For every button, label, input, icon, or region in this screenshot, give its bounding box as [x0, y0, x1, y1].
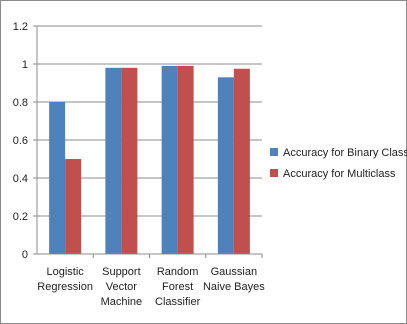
y-tick-label: 0.8 [13, 97, 28, 109]
bar [217, 77, 234, 254]
x-category-label: Classifier [155, 296, 201, 308]
y-tick-label: 0.6 [13, 135, 28, 147]
bar [161, 65, 178, 255]
axes: 0 0.2 0.4 0.6 0.8 1 1.2 Logistic Regression Suppo… [13, 21, 266, 308]
legend: Accuracy for Binary Class Accuracy for Mu… [270, 147, 407, 180]
y-tick-label: 1.2 [13, 21, 28, 33]
x-category-label: Regression [37, 281, 93, 293]
x-category-label: Support [102, 266, 141, 278]
legend-swatch [270, 148, 278, 156]
x-category-label: Forest [162, 281, 193, 293]
x-category-label: Random [157, 266, 199, 278]
bar [105, 67, 122, 254]
y-tick-label: 0.2 [13, 211, 28, 223]
x-category-label: Logistic [46, 266, 84, 278]
bar [49, 102, 66, 254]
x-category-label: Gaussian [211, 266, 257, 278]
bar [177, 65, 194, 255]
bars [49, 65, 250, 255]
x-category-label: Machine [101, 296, 143, 308]
y-tick-label: 0 [22, 249, 28, 261]
y-tick-label: 0.4 [13, 173, 28, 185]
legend-swatch [270, 169, 278, 177]
legend-label: Accuracy for Binary Class [283, 147, 407, 159]
bar [121, 67, 138, 254]
y-tick-label: 1 [22, 59, 28, 71]
bar [233, 68, 250, 254]
legend-label: Accuracy for Multiclass [283, 168, 396, 180]
bar [65, 159, 82, 254]
x-category-label: Naive Bayes [203, 281, 265, 293]
x-category-label: Vector [106, 281, 138, 293]
